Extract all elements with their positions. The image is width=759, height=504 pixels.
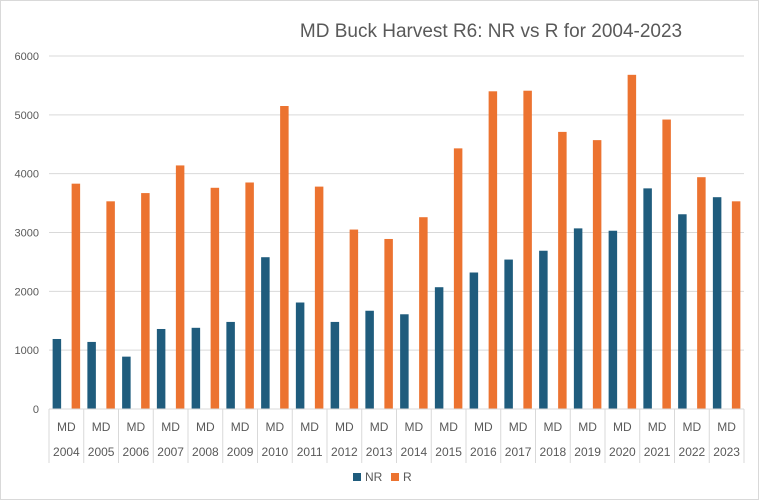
bar-nr-2019: [573, 228, 583, 409]
bar-r-2014: [419, 217, 428, 409]
x-group-label: MD: [613, 420, 632, 434]
y-tick-label: 5000: [15, 110, 39, 122]
x-tick-label: 2010: [262, 445, 289, 459]
x-tick-label: 2007: [157, 445, 184, 459]
bar-r-2009: [245, 182, 254, 409]
y-tick-label: 4000: [15, 169, 39, 181]
x-group-label: MD: [439, 420, 458, 434]
x-group-label: MD: [266, 420, 285, 434]
bar-r-2015: [453, 148, 463, 409]
bar-nr-2006: [122, 356, 131, 409]
x-group-label: MD: [578, 420, 597, 434]
x-axis: MD 2004 MD 2005 MD 2006 MD 2007 MD 2008 MD 2009 MD 20…: [48, 408, 745, 463]
bar-nr-2023: [712, 197, 722, 409]
bar-r-2023: [731, 201, 741, 409]
x-tick-label: 2008: [192, 445, 219, 459]
x-tick-label: 2021: [644, 445, 671, 459]
x-tick-label: 2011: [297, 445, 323, 459]
legend: NR R: [353, 470, 412, 484]
bar-nr-2005: [87, 341, 96, 409]
bars: [52, 74, 741, 410]
x-tick-label: 2015: [435, 445, 462, 459]
x-group-label: MD: [196, 420, 215, 434]
x-tick-label: 2013: [366, 445, 393, 459]
legend-label-r: R: [403, 470, 412, 484]
bar-nr-2014: [400, 314, 409, 409]
y-tick-label: 3000: [15, 228, 39, 240]
x-tick-label: 2019: [574, 445, 601, 459]
x-tick-label: 2016: [470, 445, 497, 459]
x-tick-label: 2020: [609, 445, 636, 459]
y-axis-tick-labels: 0 1000 2000 3000 4000 5000 6000: [15, 51, 39, 416]
bar-r-2011: [314, 186, 324, 409]
x-tick-label: 2017: [505, 445, 532, 459]
bar-nr-2018: [539, 250, 548, 409]
bar-nr-2022: [678, 214, 687, 409]
y-tick-label: 2000: [15, 286, 39, 298]
x-group-label: MD: [474, 420, 493, 434]
x-tick-label: 2009: [227, 445, 254, 459]
bar-nr-2007: [156, 328, 166, 409]
y-tick-label: 6000: [15, 51, 39, 63]
bar-nr-2004: [52, 338, 62, 409]
x-group-label: MD: [127, 420, 146, 434]
x-group-label: MD: [161, 420, 180, 434]
x-tick-label: 2018: [540, 445, 567, 459]
x-tick-label: 2022: [679, 445, 706, 459]
x-group-label: MD: [92, 420, 111, 434]
x-tick-label: 2012: [331, 445, 358, 459]
x-group-label: MD: [231, 420, 250, 434]
bar-nr-2020: [608, 230, 618, 409]
bar-r-2021: [662, 119, 671, 409]
legend-swatch-nr: [353, 473, 361, 481]
bar-nr-2013: [365, 310, 374, 409]
bar-nr-2012: [330, 321, 340, 409]
bar-r-2006: [141, 193, 150, 409]
chart-title: MD Buck Harvest R6: NR vs R for 2004-202…: [300, 21, 682, 42]
bar-nr-2021: [643, 188, 652, 409]
x-tick-label: 2006: [123, 445, 150, 459]
bar-r-2022: [697, 177, 706, 409]
bar-nr-2011: [295, 302, 305, 409]
x-tick-label: 2004: [53, 445, 80, 459]
x-group-label: MD: [370, 420, 389, 434]
legend-swatch-r: [391, 473, 399, 481]
x-group-label: MD: [648, 420, 667, 434]
x-group-label: MD: [405, 420, 424, 434]
bar-r-2005: [106, 201, 115, 409]
bar-nr-2016: [469, 272, 479, 409]
bar-r-2016: [488, 91, 498, 410]
y-tick-label: 0: [33, 404, 39, 416]
x-group-label: MD: [335, 420, 354, 434]
x-tick-label: 2023: [713, 445, 740, 459]
bar-r-2018: [558, 131, 567, 409]
legend-label-nr: NR: [365, 470, 383, 484]
bar-nr-2015: [434, 287, 444, 409]
x-group-label: MD: [509, 420, 528, 434]
bar-r-2013: [384, 238, 393, 409]
bar-r-2010: [280, 106, 289, 409]
x-group-label: MD: [57, 420, 76, 434]
bar-nr-2017: [504, 259, 513, 409]
bar-r-2017: [523, 90, 532, 409]
bar-r-2019: [592, 140, 602, 410]
x-tick-label: 2005: [88, 445, 115, 459]
y-tick-label: 1000: [15, 345, 39, 357]
x-group-label: MD: [300, 420, 319, 434]
bar-r-2007: [175, 165, 185, 409]
bar-r-2020: [627, 74, 637, 410]
x-group-label: MD: [544, 420, 563, 434]
bar-nr-2010: [261, 257, 270, 409]
x-group-label: MD: [717, 420, 736, 434]
bar-r-2008: [210, 187, 220, 409]
bar-nr-2009: [226, 321, 235, 409]
x-group-label: MD: [683, 420, 702, 434]
bar-nr-2008: [191, 327, 201, 409]
gridlines: [49, 55, 744, 351]
bar-r-2004: [71, 183, 81, 409]
x-tick-label: 2014: [401, 445, 428, 459]
bar-r-2012: [349, 229, 359, 409]
